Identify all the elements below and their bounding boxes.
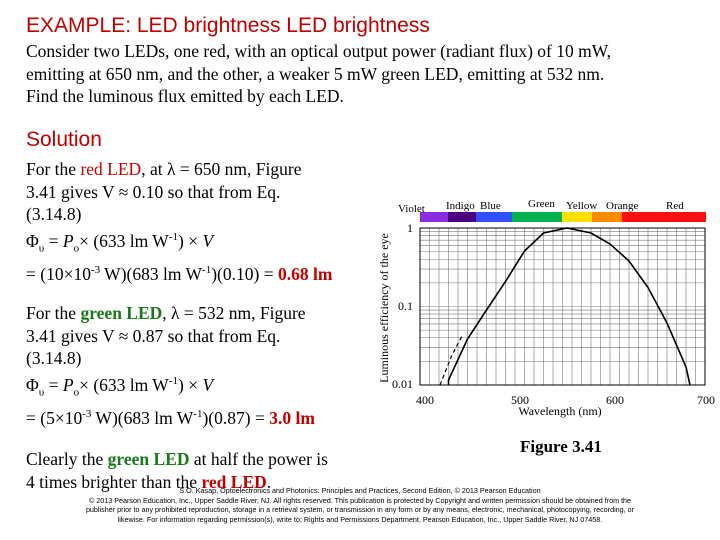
slide-title: EXAMPLE: LED brightness LED brightness [26, 14, 430, 37]
text: -3 [82, 408, 92, 421]
text: = [44, 374, 63, 395]
text: W)(683 lm W [100, 264, 203, 285]
text: V [202, 230, 214, 251]
line: 3.41 gives V ≈ 0.87 so that from Eq. [26, 325, 315, 348]
y-axis-label: Luminous efficiency of the eye [377, 233, 391, 383]
text: For the [26, 303, 81, 323]
text: = (10×10 [26, 264, 91, 285]
text: at half the power is [189, 449, 328, 469]
text: , at λ = 650 nm, Figure [141, 159, 302, 179]
text: green LED [107, 449, 190, 469]
green-example: For the green LED, λ = 532 nm, Figure 3.… [26, 302, 315, 430]
text: )(0.87) = [202, 408, 270, 429]
band-label: Indigo [446, 200, 475, 212]
text: 4 times brighter than the [26, 471, 202, 492]
text: Φ [26, 374, 39, 395]
y-tick-label: 1 [407, 221, 413, 235]
solution-heading: Solution [26, 128, 102, 151]
figure: Violet Indigo Blue Green Yellow Orange R… [377, 198, 715, 418]
text: 3.41 gives V ≈ 0.87 so that from Eq. [26, 325, 281, 346]
text: (3.14.8) [26, 348, 82, 368]
x-tick-label: 500 [511, 393, 529, 407]
credit-line: likewise. For information regarding perm… [117, 514, 603, 524]
text: × (633 lm W [79, 230, 169, 251]
text: -1 [168, 230, 178, 243]
text: Φ [26, 230, 39, 251]
band-label: Green [528, 198, 555, 210]
line: 4 times brighter than the red LED. [26, 471, 328, 494]
text: ) × [178, 374, 203, 395]
line: (3.14.8) [26, 203, 332, 226]
line: For the red LED, at λ = 650 nm, Figure [26, 158, 332, 181]
text: -3 [90, 264, 101, 277]
text: red LED [80, 159, 142, 179]
credit: S.O. Kasap, Optoelectronics and Photonic… [0, 486, 720, 524]
text: green LED [80, 303, 163, 323]
credit-line: publisher prior to any prohibited reprod… [85, 505, 635, 514]
text: -1 [202, 264, 212, 277]
text: 3.41 gives V ≈ 0.10 so that from Eq. [26, 181, 281, 202]
plot-frame [419, 227, 706, 386]
band-label: Blue [480, 200, 501, 212]
text: o [73, 241, 80, 254]
x-tick-label: 700 [697, 393, 715, 407]
line: For the green LED, λ = 532 nm, Figure [26, 302, 315, 325]
text: . [266, 471, 272, 492]
band-label: Violet [398, 203, 425, 215]
credit-line: © 2013 Pearson Education, Inc., Upper Sa… [88, 495, 632, 505]
band-label: Orange [606, 200, 638, 212]
line: = (10×10-3 W)(683 lm W-1)(0.10) = 0.68 l… [26, 259, 332, 285]
problem-line: Consider two LEDs, one red, with an opti… [26, 41, 611, 61]
dashed-curve [439, 335, 463, 386]
text: red LED [201, 471, 267, 492]
text: (3.14.8) [26, 204, 82, 224]
figure-caption: Figure 3.41 [520, 437, 602, 456]
text: )(0.10) = [211, 264, 278, 285]
line: Clearly the green LED at half the power … [26, 448, 328, 471]
conclusion: Clearly the green LED at half the power … [26, 448, 328, 493]
text: Clearly the [26, 449, 108, 469]
text: W)(683 lm W [91, 408, 194, 429]
y-tick-label: 0.01 [392, 377, 413, 391]
problem-line: Find the luminous flux emitted by each L… [26, 86, 344, 106]
text: 0.68 lm [277, 264, 333, 285]
text: -1 [168, 374, 178, 387]
text: -1 [193, 408, 203, 421]
red-example: For the red LED, at λ = 650 nm, Figure 3… [26, 158, 332, 286]
band-label: Red [666, 200, 684, 212]
x-axis-label: Wavelength (nm) [518, 404, 601, 418]
line: Φυ = Po× (633 lm W-1) × V [26, 370, 315, 404]
text: o [73, 385, 80, 398]
band-label: Yellow [566, 200, 597, 212]
problem: Consider two LEDs, one red, with an opti… [26, 40, 611, 108]
text: For the [26, 159, 81, 179]
line: Φυ = Po× (633 lm W-1) × V [26, 226, 332, 260]
x-tick-label: 400 [416, 393, 434, 407]
text: = [44, 230, 63, 251]
text: υ [38, 385, 45, 398]
y-tick-label: 0.1 [398, 299, 413, 313]
credit-line: S.O. Kasap, Optoelectronics and Photonic… [179, 486, 541, 495]
text: , λ = 532 nm, Figure [162, 303, 306, 323]
text: P [62, 230, 74, 251]
text: 3.0 lm [269, 408, 315, 429]
text: ) × [178, 230, 203, 251]
line: (3.14.8) [26, 347, 315, 370]
line: = (5×10-3 W)(683 lm W-1)(0.87) = 3.0 lm [26, 403, 315, 429]
line: 3.41 gives V ≈ 0.10 so that from Eq. [26, 181, 332, 204]
text: × (633 lm W [79, 374, 169, 395]
x-tick-label: 600 [606, 393, 624, 407]
text: υ [38, 241, 45, 254]
text: V [202, 374, 214, 395]
photopic-curve [447, 227, 691, 386]
text: P [62, 374, 74, 395]
problem-line: emitting at 650 nm, and the other, a wea… [26, 63, 605, 84]
grid [420, 228, 705, 385]
text: = (5×10 [26, 408, 83, 429]
spectrum-band [420, 212, 706, 222]
